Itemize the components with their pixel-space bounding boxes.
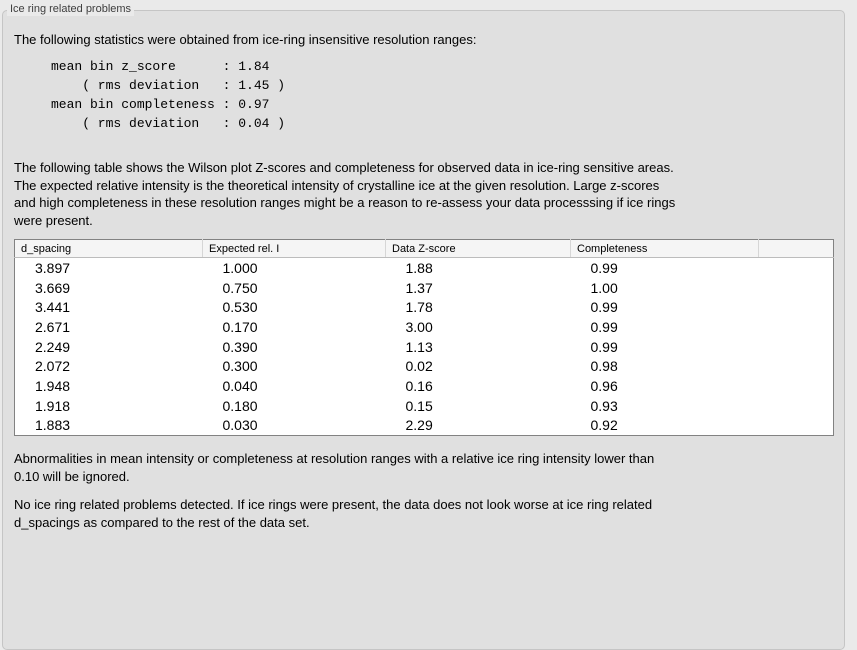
table-cell: 2.072: [35, 358, 71, 375]
table-cell: 1.948: [35, 377, 71, 394]
table-cell: 1.000: [222, 259, 258, 276]
table-cell: [759, 297, 834, 317]
table-cell: [759, 416, 834, 436]
table-cell: 0.390: [222, 338, 258, 355]
table-cell: 0.93: [590, 397, 618, 414]
column-header-d-spacing[interactable]: d_spacing: [14, 239, 203, 258]
column-header-data-z-score[interactable]: Data Z-score: [385, 239, 571, 258]
table-row[interactable]: 1.948 0.040 0.16 0.96: [15, 376, 834, 396]
table-cell: 0.300: [222, 358, 258, 375]
table-cell: 3.441: [35, 299, 71, 316]
table-row[interactable]: 2.249 0.390 1.13 0.99: [15, 337, 834, 357]
stats-intro-text: The following statistics were obtained f…: [14, 32, 477, 47]
table-row[interactable]: 1.918 0.180 0.15 0.93: [15, 396, 834, 416]
table-cell: 3.669: [35, 279, 71, 296]
table-cell: 1.883: [35, 417, 71, 434]
table-cell: 1.918: [35, 397, 71, 414]
ice-ring-table: d_spacing Expected rel. I Data Z-score C…: [14, 239, 834, 437]
group-box-label: Ice ring related problems: [7, 2, 135, 16]
table-cell: 3.00: [405, 318, 433, 335]
table-cell: 0.750: [222, 279, 258, 296]
table-row[interactable]: 3.897 1.000 1.88 0.99: [15, 258, 834, 278]
table-cell: 0.180: [222, 397, 258, 414]
table-cell: 0.99: [590, 259, 618, 276]
table-cell: [759, 337, 834, 357]
table-cell: 0.040: [222, 377, 258, 394]
table-header-row: d_spacing Expected rel. I Data Z-score C…: [14, 239, 834, 258]
table-row[interactable]: 3.669 0.750 1.37 1.00: [15, 278, 834, 298]
table-cell: 0.98: [590, 358, 618, 375]
table-description-text: The following table shows the Wilson plo…: [14, 160, 676, 228]
column-header-blank: [758, 239, 834, 258]
column-header-completeness[interactable]: Completeness: [570, 239, 759, 258]
table-row[interactable]: 3.441 0.530 1.78 0.99: [15, 297, 834, 317]
table-cell: 1.78: [405, 299, 433, 316]
table-cell: 1.00: [590, 279, 618, 296]
table-row[interactable]: 2.072 0.300 0.02 0.98: [15, 356, 834, 376]
table-cell: 0.99: [590, 299, 618, 316]
panel-content: The following statistics were obtained f…: [3, 11, 844, 531]
stats-values-block: mean bin z_score : 1.84 ( rms deviation …: [51, 59, 286, 131]
ignore-threshold-note: Abnormalities in mean intensity or compl…: [14, 451, 655, 484]
table-cell: 0.96: [590, 377, 618, 394]
table-cell: 0.02: [405, 358, 433, 375]
table-cell: [759, 278, 834, 298]
table-cell: 3.897: [35, 259, 71, 276]
table-cell: [759, 396, 834, 416]
table-cell: 2.671: [35, 318, 71, 335]
table-cell: [759, 376, 834, 396]
table-cell: [759, 356, 834, 376]
table-cell: 0.92: [590, 417, 618, 434]
table-cell: 0.99: [590, 318, 618, 335]
ice-ring-panel: The following statistics were obtained f…: [2, 10, 845, 650]
table-row[interactable]: 2.671 0.170 3.00 0.99: [15, 317, 834, 337]
table-row[interactable]: 1.883 0.030 2.29 0.92: [15, 416, 834, 436]
table-cell: 1.13: [405, 338, 433, 355]
table-cell: 0.170: [222, 318, 258, 335]
table-cell: 0.15: [405, 397, 433, 414]
table-cell: 0.530: [222, 299, 258, 316]
table-cell: [759, 317, 834, 337]
table-cell: 0.16: [405, 377, 433, 394]
table-cell: 0.99: [590, 338, 618, 355]
column-header-expected-rel-i[interactable]: Expected rel. I: [202, 239, 386, 258]
table-cell: 1.37: [405, 279, 433, 296]
table-cell: 2.249: [35, 338, 71, 355]
conclusion-text: No ice ring related problems detected. I…: [14, 497, 653, 530]
ice-table-body: 3.897 1.000 1.88 0.99 3.669 0.750 1.37 1.00 3.44…: [15, 258, 834, 436]
table-cell: [759, 258, 834, 278]
table-cell: 2.29: [405, 417, 433, 434]
table-cell: 0.030: [222, 417, 258, 434]
table-cell: 1.88: [405, 259, 433, 276]
